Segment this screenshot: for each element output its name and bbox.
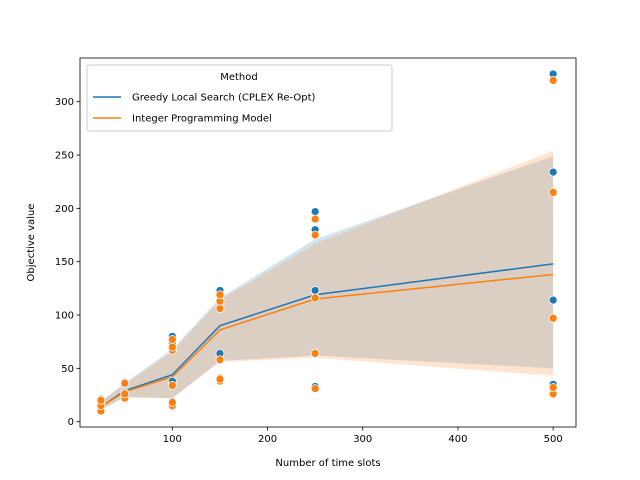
y-tick-label-0: 0 [68,417,74,428]
y-tick-label-200: 200 [55,204,74,215]
y-tick-label-250: 250 [55,151,74,162]
x-tick-label-400: 400 [448,434,467,445]
x-tick-label-300: 300 [353,434,372,445]
plot-frame [79,57,577,428]
data-point-series-1-18 [310,384,320,393]
data-point-series-1-14 [215,355,225,365]
legend-box [86,64,393,132]
y-tick-label-100: 100 [55,311,74,322]
x-tick-label-100: 100 [163,434,182,445]
data-point-series-1-17 [215,290,225,300]
data-point-series-1-11 [167,335,177,344]
y-axis-label: Objective value [26,204,37,282]
ci-band-series-1 [100,150,554,410]
data-point-series-1-15 [215,304,225,313]
data-point-series-1-8 [167,381,177,390]
x-axis-ticks: 100 200 300 400 500 [163,427,563,445]
data-point-series-1-13 [215,374,225,384]
data-point-series-1-4 [120,389,130,399]
x-tick-label-500: 500 [544,434,563,445]
data-point-series-1-20 [310,293,320,303]
y-tick-label-300: 300 [55,97,74,108]
scatter-points [96,69,558,416]
legend-label-greedy: Greedy Local Search (CPLEX Re-Opt) [132,93,316,104]
data-point-series-1-7 [167,398,177,407]
confidence-bands [100,150,554,410]
data-point-series-1-21 [310,230,320,240]
data-point-series-0-28 [548,167,558,177]
data-point-series-0-22 [310,286,320,295]
data-point-series-1-22 [310,214,320,224]
data-point-series-1-24 [548,383,558,392]
data-point-series-1-25 [548,313,558,323]
data-point-series-1-19 [310,349,320,358]
data-point-series-1-10 [167,342,177,352]
legend: Method Greedy Local Search (CPLEX Re-Opt… [86,64,393,132]
data-point-series-1-5 [120,378,130,388]
data-point-series-1-2 [96,395,106,405]
data-point-series-0-27 [548,295,558,305]
y-tick-label-50: 50 [61,364,74,375]
legend-label-integer-programming: Integer Programming Model [132,114,272,125]
y-tick-label-150: 150 [55,257,74,268]
y-axis-ticks: 0 50 100 150 200 250 300 [55,97,80,428]
data-point-series-1-26 [548,188,558,197]
data-point-series-0-24 [310,207,320,216]
ci-band-series-0 [100,156,554,410]
legend-title: Method [220,72,258,83]
data-point-series-1-27 [548,76,558,85]
x-tick-label-200: 200 [258,434,277,445]
x-axis-label: Number of time slots [275,458,380,469]
